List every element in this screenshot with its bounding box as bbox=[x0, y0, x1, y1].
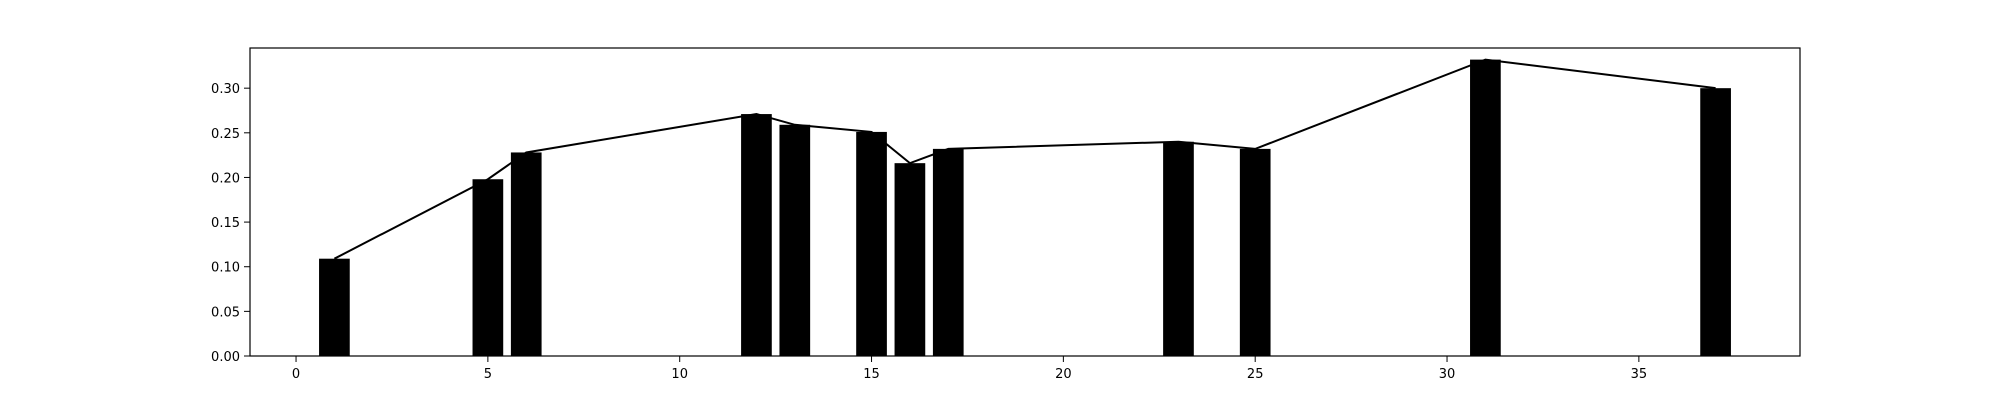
x-tick-label: 5 bbox=[484, 367, 492, 382]
bar bbox=[472, 179, 504, 356]
bar bbox=[319, 258, 350, 356]
y-tick-label: 0.10 bbox=[211, 261, 240, 276]
y-axis: 0.00 0.05 0.10 0.15 0.20 0.25 0.30 bbox=[211, 82, 250, 365]
bar bbox=[1239, 148, 1271, 356]
bar bbox=[932, 148, 964, 356]
bar bbox=[856, 131, 887, 356]
y-tick-label: 0.05 bbox=[211, 305, 240, 320]
bars bbox=[319, 59, 1731, 356]
bar bbox=[779, 124, 811, 356]
bar bbox=[1163, 141, 1194, 356]
bar bbox=[1700, 88, 1731, 356]
x-tick-label: 0 bbox=[292, 367, 300, 382]
x-tick-label: 35 bbox=[1631, 367, 1648, 382]
y-tick-label: 0.20 bbox=[211, 171, 240, 186]
axes-frame bbox=[249, 47, 1801, 357]
y-tick-label: 0.30 bbox=[211, 82, 240, 97]
plot-area bbox=[249, 47, 1801, 357]
x-tick-label: 15 bbox=[863, 367, 880, 382]
bar bbox=[741, 114, 772, 356]
bar bbox=[1470, 59, 1501, 356]
series-line bbox=[333, 58, 1716, 260]
y-tick-label: 0.00 bbox=[211, 350, 240, 365]
bar bbox=[510, 152, 542, 356]
y-tick-label: 0.15 bbox=[211, 216, 240, 231]
x-tick-label: 25 bbox=[1247, 367, 1264, 382]
x-axis: 0 5 10 15 20 25 30 35 bbox=[292, 356, 1647, 382]
x-tick-label: 30 bbox=[1439, 367, 1456, 382]
y-tick-label: 0.25 bbox=[211, 127, 240, 142]
x-tick-label: 20 bbox=[1055, 367, 1072, 382]
bar bbox=[894, 163, 926, 356]
x-tick-label: 10 bbox=[671, 367, 688, 382]
